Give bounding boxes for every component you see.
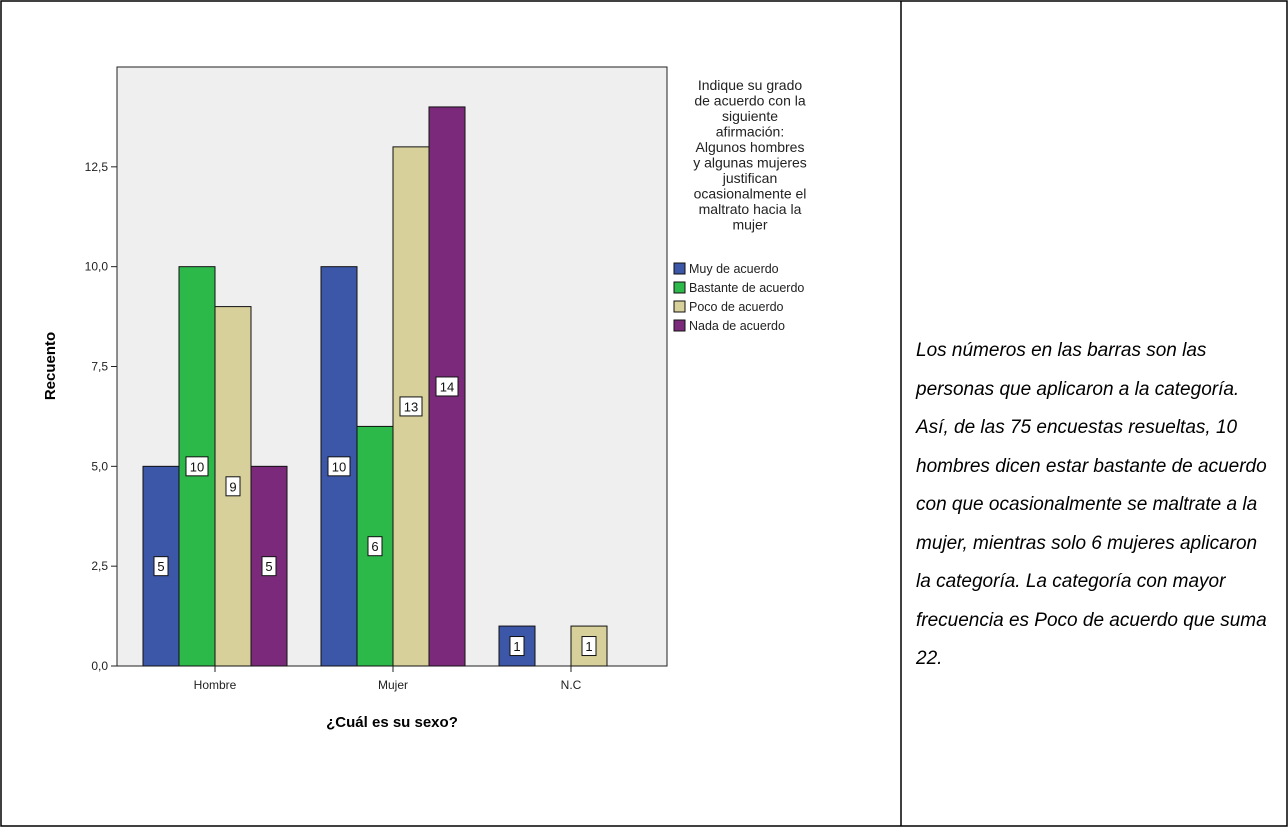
y-axis-label: Recuento bbox=[42, 332, 59, 400]
legend-title-line: ocasionalmente el bbox=[694, 186, 807, 202]
legend-title-line: siguiente bbox=[722, 108, 778, 124]
y-tick-label: 12,5 bbox=[85, 160, 109, 174]
legend-title-line: afirmación: bbox=[716, 124, 784, 140]
data-label: 1 bbox=[585, 639, 592, 654]
legend-title-line: Algunos hombres bbox=[696, 139, 805, 155]
legend-swatch bbox=[674, 320, 685, 331]
y-tick-label: 7,5 bbox=[91, 360, 108, 374]
x-tick-label: N.C bbox=[561, 678, 582, 692]
legend-swatch bbox=[674, 301, 685, 312]
legend-label: Muy de acuerdo bbox=[689, 262, 779, 276]
caption-cell: Los números en las barras son las person… bbox=[900, 0, 1286, 827]
legend-label: Bastante de acuerdo bbox=[689, 281, 804, 295]
data-label: 14 bbox=[440, 379, 454, 394]
legend-title-line: y algunas mujeres bbox=[693, 155, 807, 171]
legend-label: Poco de acuerdo bbox=[689, 300, 784, 314]
y-tick-label: 2,5 bbox=[91, 559, 108, 573]
data-label: 9 bbox=[229, 479, 236, 494]
data-label: 5 bbox=[157, 559, 164, 574]
chart-cell: 0,0 2,5 5,0 7,5 10,0 12,5 Hombre Mujer N.C 5 10 9 5… bbox=[0, 0, 900, 827]
y-tick-label: 10,0 bbox=[85, 260, 109, 274]
legend-title-line: mujer bbox=[732, 217, 767, 233]
legend-title-line: justifican bbox=[722, 170, 777, 186]
data-label: 1 bbox=[513, 639, 520, 654]
data-label: 13 bbox=[404, 399, 418, 414]
legend-title-line: maltrato hacia la bbox=[699, 201, 802, 217]
legend-swatch bbox=[674, 263, 685, 274]
x-tick-label: Hombre bbox=[194, 678, 237, 692]
data-label: 10 bbox=[332, 459, 346, 474]
data-label: 5 bbox=[265, 559, 272, 574]
caption-text: Los números en las barras son las person… bbox=[916, 332, 1276, 679]
legend-label: Nada de acuerdo bbox=[689, 319, 785, 333]
y-tick-label: 0,0 bbox=[91, 659, 108, 673]
legend-swatch bbox=[674, 282, 685, 293]
x-tick-label: Mujer bbox=[378, 678, 408, 692]
y-tick-label: 5,0 bbox=[91, 459, 108, 473]
legend-title-line: Indique su grado bbox=[698, 77, 803, 93]
data-label: 10 bbox=[190, 459, 204, 474]
legend-title-line: de acuerdo con la bbox=[694, 93, 806, 109]
data-label: 6 bbox=[371, 539, 378, 554]
bar-chart: 0,0 2,5 5,0 7,5 10,0 12,5 Hombre Mujer N.C 5 10 9 5… bbox=[0, 0, 900, 827]
x-axis-label: ¿Cuál es su sexo? bbox=[326, 714, 458, 731]
